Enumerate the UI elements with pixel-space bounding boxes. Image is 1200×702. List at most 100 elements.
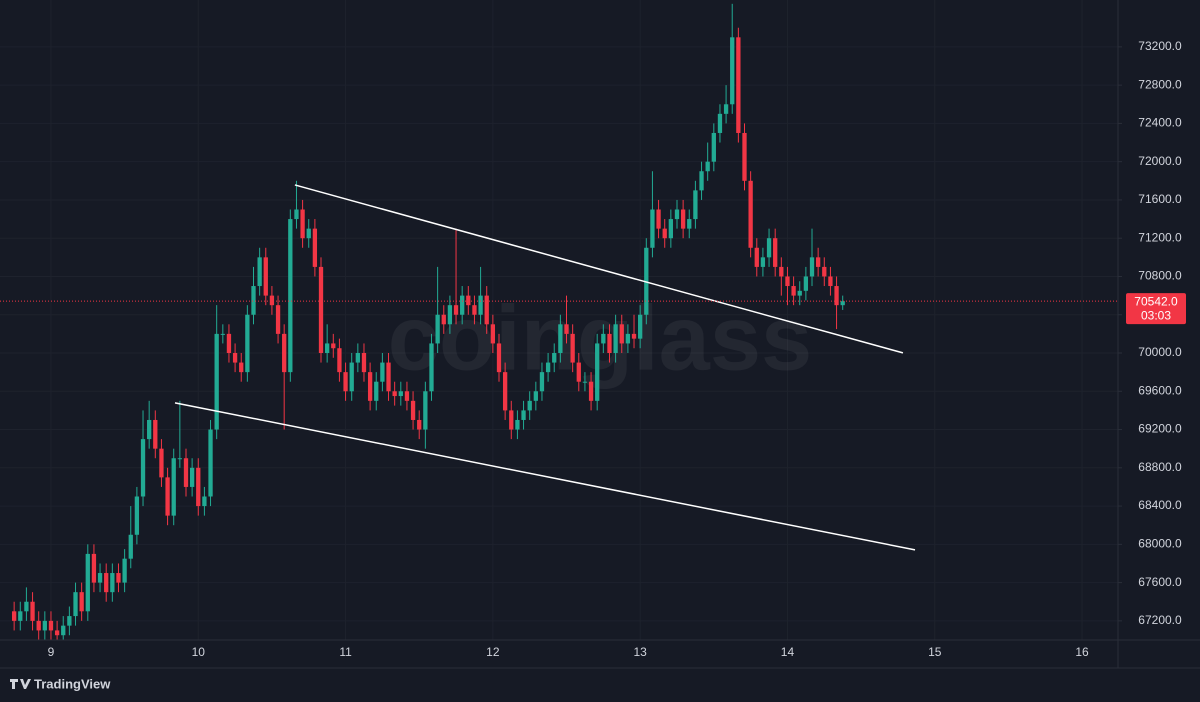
candle-body xyxy=(165,477,170,516)
axes: 67200.0 67600.0 68000.0 68400.0 68800.0 69200… xyxy=(48,39,1186,659)
candle-body xyxy=(398,391,403,397)
y-tick-label: 68400.0 xyxy=(1138,498,1182,512)
candle-body xyxy=(607,333,612,354)
brand-logo[interactable]: TradingView xyxy=(10,676,111,691)
candle-body xyxy=(177,458,183,460)
y-tick-label: 69600.0 xyxy=(1138,383,1182,397)
candle-body xyxy=(466,295,471,306)
candle-body xyxy=(625,333,631,344)
candle-body xyxy=(447,305,453,325)
candle-body xyxy=(484,295,489,325)
candle-body xyxy=(773,238,778,267)
candle-body xyxy=(275,305,281,334)
candle-body xyxy=(18,611,23,621)
candle-body xyxy=(312,228,318,267)
candle-body xyxy=(509,410,514,430)
y-tick-label: 67600.0 xyxy=(1138,575,1182,589)
candle-body xyxy=(699,171,704,191)
y-tick-label: 70000.0 xyxy=(1138,345,1182,359)
candle-body xyxy=(717,113,723,133)
x-tick-label: 16 xyxy=(1075,645,1089,659)
candle-body xyxy=(478,295,483,315)
candle-body xyxy=(693,190,698,220)
candle-body xyxy=(588,381,594,401)
candle-body xyxy=(417,419,422,430)
candle-body xyxy=(104,573,109,593)
candle-body xyxy=(490,324,496,344)
candle-body xyxy=(245,314,250,373)
candle-body xyxy=(631,333,637,339)
x-tick-label: 9 xyxy=(48,645,55,659)
candle-body xyxy=(803,276,809,291)
candle-body xyxy=(766,238,772,258)
candle-body xyxy=(564,324,569,334)
y-tick-label: 73200.0 xyxy=(1138,39,1182,53)
candle-body xyxy=(214,333,219,430)
candle-body xyxy=(595,343,600,401)
last-price-badge xyxy=(1126,293,1186,325)
plot-area xyxy=(0,3,1118,640)
candle-body xyxy=(30,601,35,621)
candle-body xyxy=(840,301,845,306)
candle-body xyxy=(367,372,373,401)
candle-body xyxy=(337,348,342,373)
candle-body xyxy=(822,266,827,277)
candle-body xyxy=(61,625,66,636)
candle-body xyxy=(269,295,275,306)
candle-body xyxy=(79,592,84,612)
y-tick-label: 68000.0 xyxy=(1138,537,1182,551)
candle-body xyxy=(392,391,397,397)
candle-body xyxy=(496,343,502,373)
candle-body xyxy=(711,132,716,162)
candle-body xyxy=(656,209,661,229)
candle-body xyxy=(429,343,434,392)
candle-body xyxy=(331,343,336,349)
trend-line xyxy=(174,402,916,551)
candle-body xyxy=(159,448,164,478)
y-tick-label: 71600.0 xyxy=(1138,192,1182,206)
candle-body xyxy=(134,496,140,535)
candle-body xyxy=(11,611,17,621)
countdown: 03:03 xyxy=(1141,308,1171,322)
candle-body xyxy=(42,620,47,631)
candle-body xyxy=(171,458,176,516)
candle-body xyxy=(723,104,729,114)
candle-body xyxy=(288,219,293,373)
candle-body xyxy=(300,209,305,239)
candle-body xyxy=(128,534,133,559)
candle-body xyxy=(122,558,127,583)
watermark: coinglass xyxy=(388,287,812,389)
candle-body xyxy=(680,209,686,229)
candle-body xyxy=(208,429,213,497)
candle-body xyxy=(472,305,477,315)
candle-body xyxy=(785,276,790,287)
candle-body xyxy=(232,353,238,363)
candle-body xyxy=(48,620,54,631)
candle-body xyxy=(705,161,710,172)
logo-icon xyxy=(10,679,31,689)
y-tick-label: 69200.0 xyxy=(1138,422,1182,436)
candle-body xyxy=(380,362,385,382)
candle-body xyxy=(435,314,440,344)
candle-body xyxy=(318,266,324,354)
candle-body xyxy=(343,372,348,392)
candle-body xyxy=(668,219,673,239)
candle-body xyxy=(116,573,121,583)
candle-body xyxy=(521,410,526,420)
candle-body xyxy=(97,573,103,583)
candle-body xyxy=(674,209,680,220)
candle-body xyxy=(349,362,354,392)
candle-body xyxy=(202,496,207,507)
y-tick-label: 72400.0 xyxy=(1138,116,1182,130)
grid xyxy=(0,0,1118,640)
trend-line xyxy=(294,184,904,354)
candle-body xyxy=(91,553,97,583)
x-tick-label: 12 xyxy=(486,645,500,659)
candle-body xyxy=(533,391,538,401)
brand-name: TradingView xyxy=(34,676,111,691)
candle-body xyxy=(239,362,244,373)
candle-body xyxy=(545,362,551,373)
last-price-label: 70542.0 xyxy=(1134,294,1178,308)
